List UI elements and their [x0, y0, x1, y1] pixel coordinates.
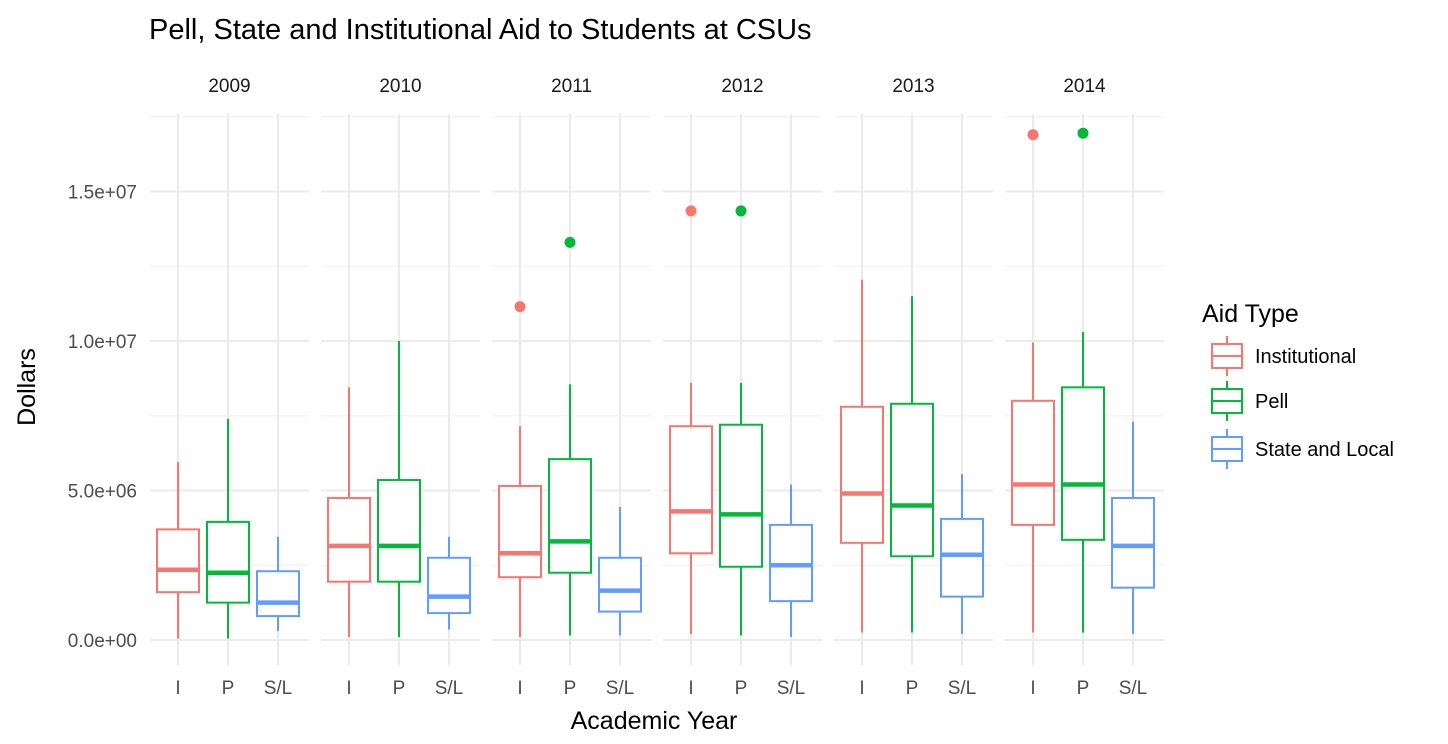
x-tick-label: P	[564, 678, 577, 699]
legend-key-S/L	[1211, 429, 1243, 469]
box-2014-P	[1061, 127, 1105, 633]
box-2013-S/L	[940, 474, 984, 635]
legend-key-I	[1211, 336, 1243, 376]
box-2011-I	[498, 301, 542, 638]
box-body	[1061, 386, 1105, 541]
x-tick-label: S/L	[1119, 678, 1148, 699]
box-body	[1111, 496, 1155, 589]
facet-strip-label: 2014	[1063, 76, 1106, 97]
box-2012-S/L	[769, 484, 813, 638]
facet-strip-label: 2013	[892, 76, 934, 97]
legend: Aid Type Institutional Pell State and Loca…	[1202, 300, 1394, 469]
y-tick-label: 1.0e+07	[68, 332, 137, 353]
x-tick-label: S/L	[777, 678, 806, 699]
box-2014-I	[1011, 129, 1055, 633]
box-body	[427, 556, 471, 615]
x-tick-label: P	[222, 678, 235, 699]
y-axis: 0.0e+00 5.0e+06 1.0e+07 1.5e+07	[68, 183, 137, 653]
box-body	[206, 520, 250, 604]
box-body	[598, 556, 642, 613]
x-tick-label: I	[859, 678, 864, 699]
facet-panel-2011: 2011 I P S/L	[492, 76, 651, 699]
facet-panel-2014: 2014 I P S/L	[1005, 76, 1164, 699]
y-tick-label: 5.0e+06	[68, 482, 137, 503]
facet-panel-2012: 2012 I P S/L	[663, 76, 822, 699]
x-tick-label: P	[906, 678, 919, 699]
outlier-point	[1027, 129, 1039, 141]
box-2009-S/L	[256, 536, 300, 632]
box-body	[890, 402, 934, 558]
x-tick-label: S/L	[606, 678, 635, 699]
x-tick-label: I	[1030, 678, 1035, 699]
legend-label: Institutional	[1255, 346, 1356, 368]
x-tick-label: S/L	[948, 678, 977, 699]
box-2011-P	[548, 236, 592, 636]
y-tick-label: 0.0e+00	[68, 631, 137, 652]
box-body	[719, 423, 763, 568]
box-2009-I	[156, 462, 200, 639]
facet-panel-2009: 2009 I P S/L	[150, 76, 309, 699]
x-tick-label: P	[735, 678, 748, 699]
box-body	[327, 496, 371, 583]
box-body	[940, 517, 984, 598]
outlier-point	[1077, 127, 1089, 139]
facet-strip-label: 2009	[208, 76, 250, 97]
x-tick-label: P	[393, 678, 406, 699]
x-tick-label: S/L	[435, 678, 464, 699]
x-axis-label: Academic Year	[571, 707, 738, 735]
legend-label: Pell	[1255, 391, 1288, 413]
x-tick-label: I	[175, 678, 180, 699]
box-body	[548, 458, 592, 574]
x-tick-label: I	[346, 678, 351, 699]
box-body	[156, 528, 200, 594]
box-2010-S/L	[427, 536, 471, 630]
facet-strip-label: 2010	[379, 76, 421, 97]
outlier-point	[564, 236, 576, 248]
y-axis-label: Dollars	[13, 348, 41, 426]
box-2010-P	[377, 341, 421, 638]
x-tick-label: P	[1077, 678, 1090, 699]
box-2014-S/L	[1111, 421, 1155, 635]
outlier-point	[685, 205, 697, 217]
outlier-point	[514, 301, 526, 313]
box-body	[1011, 399, 1055, 526]
box-body	[498, 485, 542, 579]
box-2012-I	[669, 205, 713, 635]
x-tick-label: I	[517, 678, 522, 699]
facet-strip-label: 2011	[551, 76, 592, 97]
outlier-point	[735, 205, 747, 217]
facet-strip-label: 2012	[721, 76, 763, 97]
box-body	[256, 570, 300, 618]
legend-title: Aid Type	[1202, 300, 1299, 328]
chart-title: Pell, State and Institutional Aid to Stu…	[149, 14, 812, 46]
legend-key-P	[1211, 381, 1243, 421]
x-tick-label: I	[688, 678, 693, 699]
box-2010-I	[327, 387, 371, 638]
box-2009-P	[206, 418, 250, 639]
box-2012-P	[719, 205, 763, 636]
box-2011-S/L	[598, 506, 642, 636]
box-body	[669, 425, 713, 555]
legend-label: State and Local	[1255, 439, 1394, 461]
box-2013-P	[890, 296, 934, 633]
box-body	[840, 405, 884, 544]
facet-panel-2013: 2013 I P S/L	[834, 76, 993, 699]
box-2013-I	[840, 279, 884, 633]
box-body	[377, 479, 421, 583]
y-tick-label: 1.5e+07	[68, 183, 137, 204]
facet-panel-2010: 2010 I P S/L	[321, 76, 480, 699]
x-tick-label: S/L	[264, 678, 293, 699]
